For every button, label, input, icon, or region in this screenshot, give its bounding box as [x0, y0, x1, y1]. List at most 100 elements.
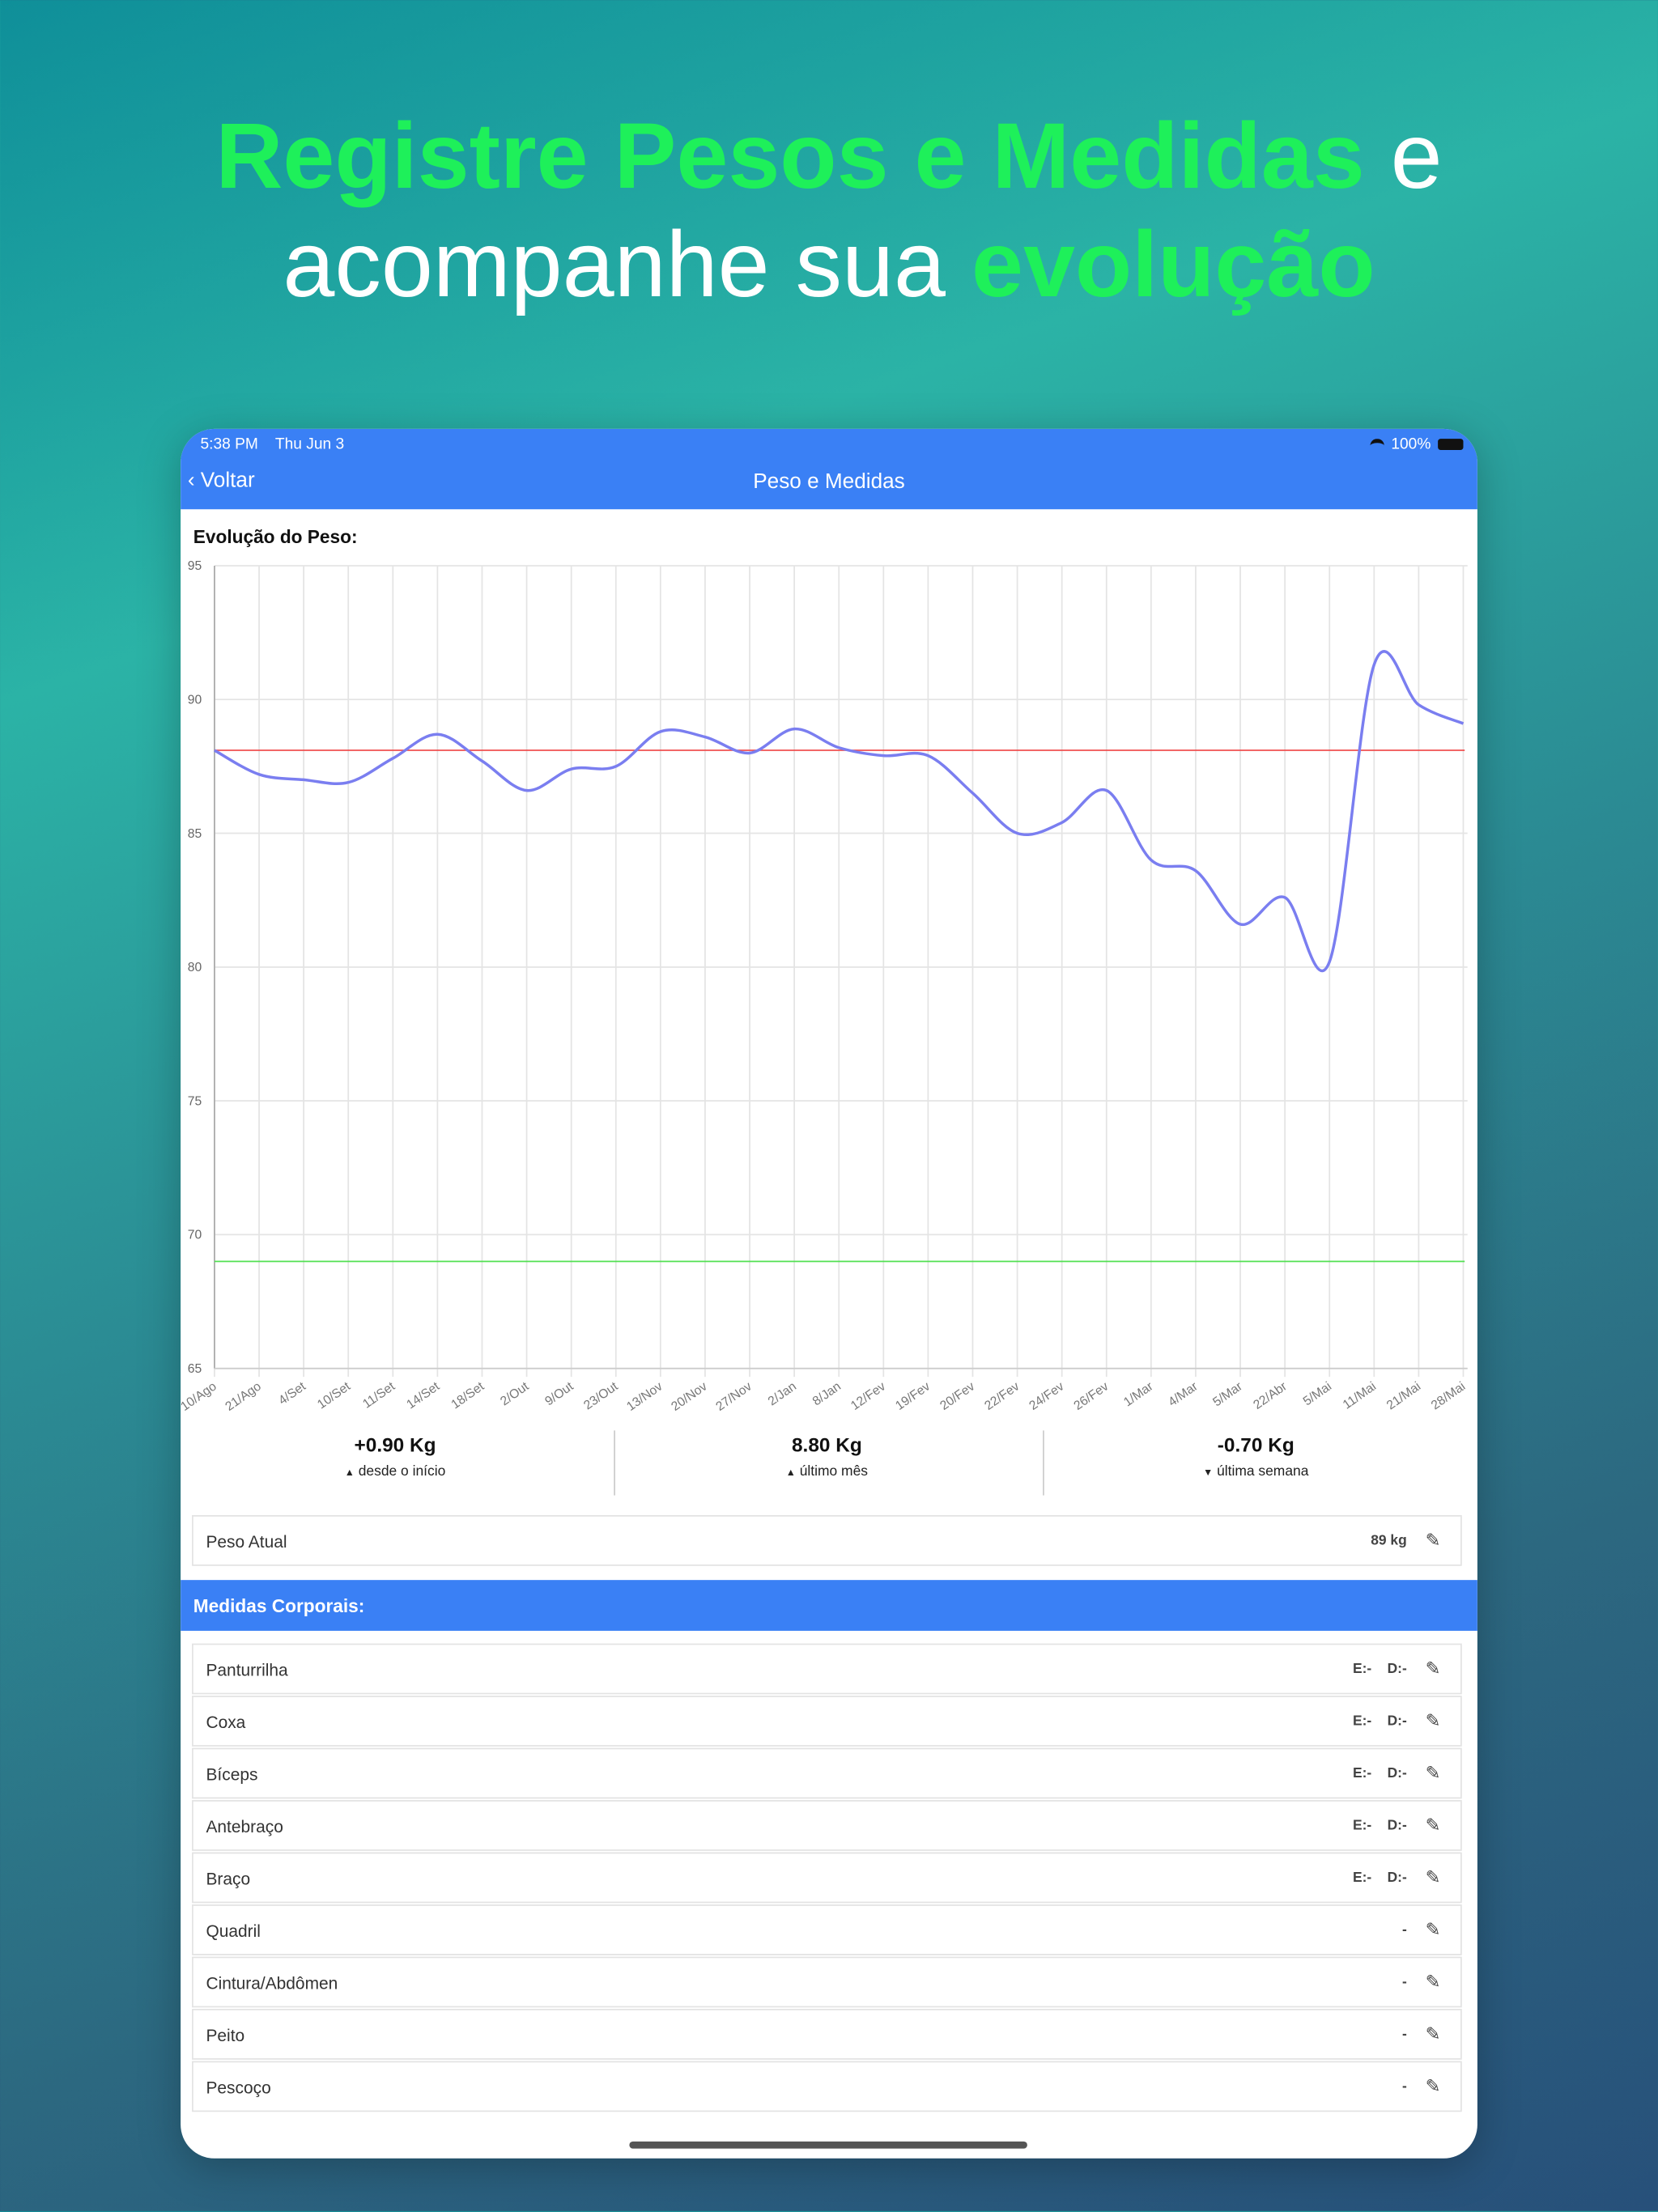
- measure-row[interactable]: Panturrilha E:- D:- ✎: [192, 1644, 1462, 1695]
- stat-since-start: +0.90 Kg ▲ desde o início: [184, 1433, 607, 1480]
- x-tick-label: 26/Fev: [1072, 1379, 1112, 1413]
- stat-value: -0.70 Kg: [1044, 1433, 1468, 1456]
- y-tick-label: 95: [188, 559, 202, 573]
- pencil-icon[interactable]: ✎: [1426, 1529, 1441, 1552]
- y-tick-label: 70: [188, 1229, 202, 1242]
- x-tick-label: 20/Fev: [937, 1379, 977, 1413]
- x-tick-label: 20/Nov: [669, 1379, 710, 1414]
- battery-icon: [1438, 439, 1463, 450]
- stat-last-week: -0.70 Kg ▼ última semana: [1044, 1433, 1468, 1480]
- headline-line-2: acompanhe sua evolução: [0, 210, 1658, 317]
- row-label: Antebraço: [206, 1817, 283, 1836]
- row-label: Pescoço: [206, 2078, 270, 2097]
- status-right: 100%: [1370, 435, 1463, 454]
- row-value: -: [1402, 2079, 1407, 2095]
- row-value: E:- D:-: [1353, 1714, 1407, 1730]
- row-value: 89 kg: [1371, 1534, 1407, 1549]
- pencil-icon[interactable]: ✎: [1426, 2075, 1441, 2098]
- pencil-icon[interactable]: ✎: [1426, 1971, 1441, 1993]
- stat-label: último mês: [800, 1464, 868, 1480]
- y-tick-label: 80: [188, 961, 202, 974]
- chart-title: Evolução do Peso:: [193, 526, 358, 547]
- wifi-icon: [1370, 439, 1384, 450]
- headline-line-1: Registre Pesos e Medidas e: [0, 101, 1658, 208]
- x-tick-label: 10/Ago: [181, 1379, 219, 1414]
- stat-label: última semana: [1217, 1464, 1308, 1480]
- pencil-icon[interactable]: ✎: [1426, 1710, 1441, 1733]
- pencil-icon[interactable]: ✎: [1426, 1762, 1441, 1785]
- pencil-icon[interactable]: ✎: [1426, 1918, 1441, 1941]
- x-tick-label: 24/Fev: [1027, 1379, 1066, 1413]
- battery-percent: 100%: [1391, 435, 1431, 454]
- pencil-icon[interactable]: ✎: [1426, 1658, 1441, 1680]
- current-weight-row[interactable]: Peso Atual 89 kg ✎: [192, 1515, 1462, 1566]
- status-date: Thu Jun 3: [275, 435, 344, 454]
- arrow-down-icon: ▼: [1203, 1468, 1213, 1478]
- x-tick-label: 12/Fev: [848, 1379, 888, 1413]
- measure-row[interactable]: Cintura/Abdômen - ✎: [192, 1957, 1462, 2008]
- row-value: -: [1402, 1923, 1407, 1938]
- row-label: Panturrilha: [206, 1661, 287, 1680]
- headline-text: acompanhe sua: [283, 211, 971, 316]
- home-indicator[interactable]: [629, 2142, 1027, 2149]
- x-tick-label: 4/Set: [276, 1379, 308, 1407]
- pencil-icon[interactable]: ✎: [1426, 1814, 1441, 1836]
- stat-last-month: 8.80 Kg ▲ último mês: [615, 1433, 1039, 1480]
- x-tick-label: 22/Abr: [1251, 1379, 1290, 1412]
- x-tick-label: 2/Out: [498, 1379, 532, 1408]
- row-label: Bíceps: [206, 1764, 257, 1784]
- x-tick-label: 10/Set: [315, 1379, 353, 1412]
- pencil-icon[interactable]: ✎: [1426, 1866, 1441, 1889]
- row-value: E:- D:-: [1353, 1766, 1407, 1781]
- page-title: Peso e Medidas: [181, 469, 1477, 494]
- measure-row[interactable]: Coxa E:- D:- ✎: [192, 1696, 1462, 1747]
- x-tick-label: 21/Ago: [223, 1379, 264, 1414]
- x-tick-label: 11/Mai: [1341, 1379, 1379, 1412]
- row-value: -: [1402, 2027, 1407, 2043]
- x-tick-label: 9/Out: [542, 1379, 576, 1408]
- y-tick-label: 90: [188, 693, 202, 707]
- pencil-icon[interactable]: ✎: [1426, 2023, 1441, 2045]
- x-tick-label: 1/Mar: [1121, 1379, 1156, 1409]
- arrow-up-icon: ▲: [345, 1468, 355, 1478]
- x-tick-label: 19/Fev: [893, 1379, 933, 1413]
- row-label: Quadril: [206, 1921, 260, 1941]
- measure-row[interactable]: Bíceps E:- D:- ✎: [192, 1748, 1462, 1799]
- row-value: E:- D:-: [1353, 1662, 1407, 1677]
- row-label: Coxa: [206, 1713, 245, 1732]
- x-tick-label: 27/Nov: [713, 1379, 755, 1414]
- row-label: Cintura/Abdômen: [206, 1973, 338, 1993]
- stat-value: +0.90 Kg: [184, 1433, 607, 1456]
- headline-text: e: [1365, 103, 1443, 207]
- row-value: -: [1402, 1975, 1407, 1990]
- x-tick-label: 13/Nov: [624, 1379, 665, 1414]
- y-tick-label: 65: [188, 1362, 202, 1376]
- x-tick-label: 28/Mai: [1429, 1379, 1468, 1412]
- x-tick-label: 23/Out: [581, 1379, 621, 1412]
- stat-value: 8.80 Kg: [615, 1433, 1039, 1456]
- x-tick-label: 14/Set: [404, 1379, 442, 1412]
- section-title: Medidas Corporais:: [193, 1595, 365, 1616]
- row-label: Peito: [206, 2026, 244, 2045]
- measure-row[interactable]: Antebraço E:- D:- ✎: [192, 1800, 1462, 1851]
- x-tick-label: 5/Mai: [1301, 1379, 1334, 1408]
- x-tick-label: 4/Mar: [1166, 1379, 1201, 1409]
- x-tick-label: 5/Mar: [1210, 1379, 1245, 1409]
- stat-label: desde o início: [359, 1464, 446, 1480]
- x-tick-label: 11/Set: [360, 1379, 397, 1412]
- x-tick-label: 21/Mai: [1384, 1379, 1423, 1412]
- measure-row[interactable]: Quadril - ✎: [192, 1904, 1462, 1955]
- status-time: 5:38 PM: [201, 435, 258, 454]
- x-tick-label: 8/Jan: [810, 1379, 844, 1408]
- headline-highlight: Registre Pesos e Medidas: [215, 103, 1364, 207]
- measure-row[interactable]: Peito - ✎: [192, 2009, 1462, 2060]
- measure-row[interactable]: Braço E:- D:- ✎: [192, 1853, 1462, 1904]
- x-tick-label: 2/Jan: [766, 1379, 799, 1408]
- measure-row[interactable]: Pescoço - ✎: [192, 2061, 1462, 2112]
- row-value: E:- D:-: [1353, 1819, 1407, 1834]
- x-tick-label: 22/Fev: [982, 1379, 1022, 1413]
- arrow-up-icon: ▲: [786, 1468, 796, 1478]
- row-value: E:- D:-: [1353, 1870, 1407, 1886]
- row-label: Braço: [206, 1869, 250, 1888]
